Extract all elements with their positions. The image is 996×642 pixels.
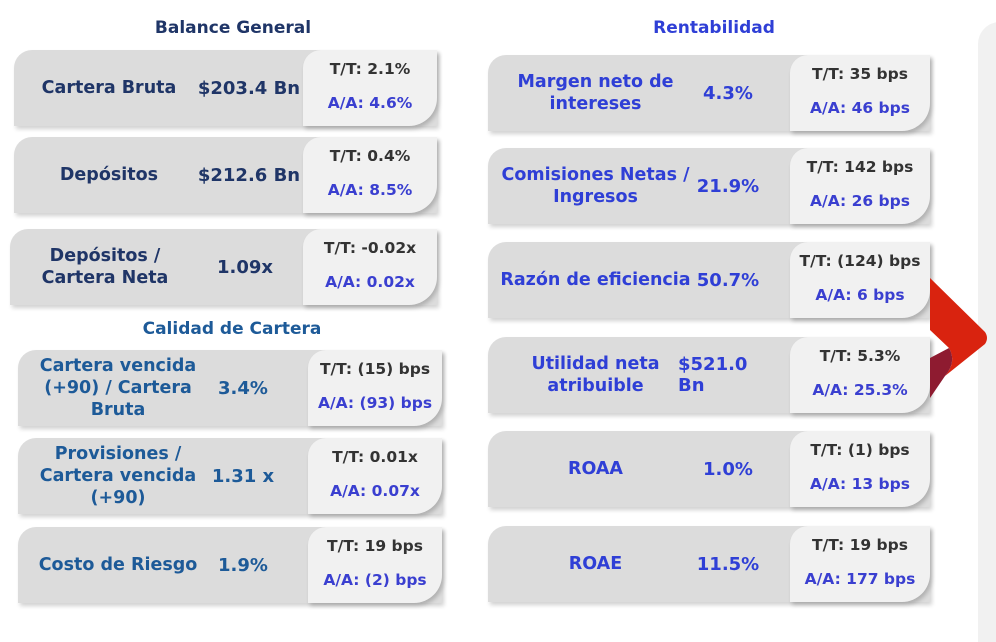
change-box: T/T: 2.1% A/A: 4.6% — [303, 50, 437, 126]
metric-card: Depósitos / Cartera Neta 1.09x T/T: -0.02x… — [10, 229, 437, 305]
metric-label: Utilidad neta atribuible — [531, 354, 660, 396]
metric-value: 11.5% — [696, 553, 760, 575]
metric-card: Razón de eficiencia 50.7% T/T: (124) bps A/… — [488, 242, 930, 318]
metric-value: $521.0 Bn — [678, 354, 748, 396]
quarter-change: T/T: 35 bps — [812, 65, 908, 83]
metric-value: 1.0% — [703, 458, 753, 480]
year-change: A/A: 25.3% — [812, 381, 908, 399]
year-change: A/A: 8.5% — [327, 181, 413, 199]
quarter-change: T/T: 0.4% — [329, 147, 411, 165]
change-box: T/T: 19 bps A/A: 177 bps — [790, 526, 930, 602]
metric-label: Margen neto de intereses — [517, 72, 674, 114]
metric-card: Cartera Bruta $203.4 Bn T/T: 2.1% A/A: 4.6% — [14, 50, 437, 126]
metric-value: 50.7% — [696, 269, 760, 291]
metric-card: ROAA 1.0% T/T: (1) bps A/A: 13 bps — [488, 431, 930, 507]
metric-card: Utilidad neta atribuible $521.0 Bn T/T: 5.… — [488, 337, 930, 413]
year-change: A/A: (2) bps — [323, 571, 427, 589]
balance-title: Balance General — [154, 18, 312, 38]
metric-label: ROAE — [568, 554, 623, 574]
metric-label: Depósitos / Cartera Neta — [41, 246, 169, 288]
quarter-change: T/T: 2.1% — [329, 60, 411, 78]
change-box: T/T: 5.3% A/A: 25.3% — [790, 337, 930, 413]
metric-label: Cartera vencida (+90) / Cartera Bruta — [39, 356, 197, 420]
metric-value: $203.4 Bn — [197, 77, 301, 99]
change-box: T/T: 19 bps A/A: (2) bps — [308, 527, 442, 603]
metric-value: 4.3% — [703, 82, 753, 104]
metric-value: 21.9% — [696, 175, 760, 197]
metric-card: ROAE 11.5% T/T: 19 bps A/A: 177 bps — [488, 526, 930, 602]
metric-label: ROAA — [568, 459, 623, 479]
metric-card: Costo de Riesgo 1.9% T/T: 19 bps A/A: (2) b… — [18, 527, 442, 603]
year-change: A/A: 0.02x — [325, 273, 415, 291]
side-panel — [978, 22, 996, 642]
rentabilidad-title: Rentabilidad — [653, 18, 775, 38]
change-box: T/T: (15) bps A/A: (93) bps — [308, 350, 442, 426]
change-box: T/T: 0.01x A/A: 0.07x — [308, 438, 442, 514]
metric-value: 1.09x — [216, 256, 274, 278]
year-change: A/A: 46 bps — [810, 99, 910, 117]
metric-label: Costo de Riesgo — [38, 555, 198, 575]
change-box: T/T: 0.4% A/A: 8.5% — [303, 137, 437, 213]
year-change: A/A: 0.07x — [330, 482, 420, 500]
metric-value: 1.31 x — [211, 465, 275, 487]
year-change: A/A: 4.6% — [327, 94, 413, 112]
change-box: T/T: 35 bps A/A: 46 bps — [790, 55, 930, 131]
quarter-change: T/T: (15) bps — [319, 360, 431, 378]
quarter-change: T/T: 5.3% — [819, 347, 901, 365]
metric-label: Razón de eficiencia — [500, 270, 691, 290]
year-change: A/A: 26 bps — [810, 192, 910, 210]
metric-label: Comisiones Netas / Ingresos — [501, 165, 690, 207]
metric-value: $212.6 Bn — [197, 164, 301, 186]
calidad-title: Calidad de Cartera — [142, 319, 322, 339]
quarter-change: T/T: -0.02x — [323, 239, 417, 257]
change-box: T/T: 142 bps A/A: 26 bps — [790, 148, 930, 224]
chevron-logo-icon — [930, 278, 987, 398]
metric-card: Depósitos $212.6 Bn T/T: 0.4% A/A: 8.5% — [14, 137, 437, 213]
year-change: A/A: 177 bps — [804, 570, 916, 588]
change-box: T/T: (1) bps A/A: 13 bps — [790, 431, 930, 507]
quarter-change: T/T: 19 bps — [812, 536, 908, 554]
metric-label: Provisiones / Cartera vencida (+90) — [39, 444, 197, 508]
year-change: A/A: (93) bps — [317, 394, 433, 412]
quarter-change: T/T: 19 bps — [327, 537, 423, 555]
metric-label: Depósitos — [59, 165, 159, 185]
quarter-change: T/T: 142 bps — [806, 158, 914, 176]
quarter-change: T/T: 0.01x — [332, 448, 418, 466]
metric-label: Cartera Bruta — [41, 78, 177, 98]
metric-card: Comisiones Netas / Ingresos 21.9% T/T: 142… — [488, 148, 930, 224]
change-box: T/T: (124) bps A/A: 6 bps — [790, 242, 930, 318]
quarter-change: T/T: (1) bps — [810, 441, 910, 459]
metric-card: Cartera vencida (+90) / Cartera Bruta 3.4… — [18, 350, 442, 426]
metric-value: 3.4% — [218, 377, 268, 399]
metric-card: Provisiones / Cartera vencida (+90) 1.31 … — [18, 438, 442, 514]
metric-value: 1.9% — [218, 554, 268, 576]
quarter-change: T/T: (124) bps — [799, 252, 921, 270]
year-change: A/A: 13 bps — [810, 475, 910, 493]
change-box: T/T: -0.02x A/A: 0.02x — [303, 229, 437, 305]
metric-card: Margen neto de intereses 4.3% T/T: 35 bps A… — [488, 55, 930, 131]
year-change: A/A: 6 bps — [815, 286, 905, 304]
